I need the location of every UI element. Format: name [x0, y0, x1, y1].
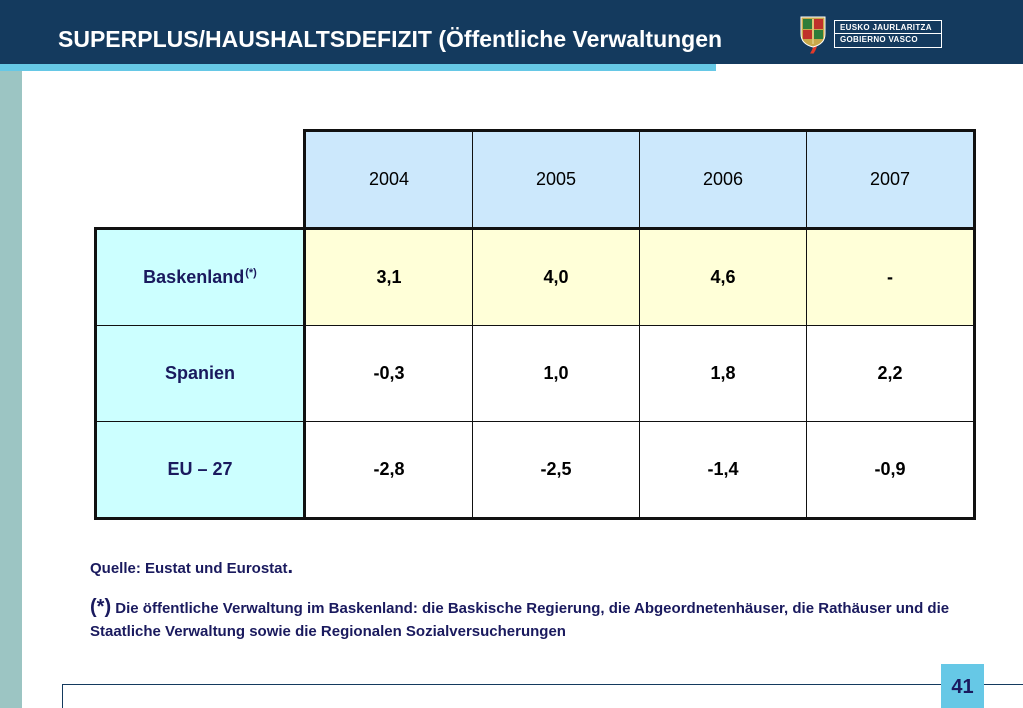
table-cell: 3,1: [303, 227, 473, 326]
table-row: EU – 27 -2,8 -2,5 -1,4 -0,9: [94, 421, 976, 520]
year-header-2004: 2004: [304, 129, 473, 229]
page-number: 41: [951, 676, 974, 698]
table-cell: -1,4: [639, 421, 807, 520]
table-row: Spanien -0,3 1,0 1,8 2,2: [94, 325, 976, 422]
basque-government-seal-icon: [800, 16, 826, 48]
row-label-spanien: Spanien: [94, 325, 305, 422]
table-cell: -0,9: [806, 421, 976, 520]
table-cell: 2,2: [806, 325, 976, 422]
year-header-2007: 2007: [806, 129, 976, 229]
table-cell: 1,8: [639, 325, 807, 422]
government-logo: EUSKO JAURLARITZA GOBIERNO VASCO: [834, 20, 942, 48]
table-cell: -: [806, 227, 976, 326]
row-label-baskenland: Baskenland(*): [94, 227, 305, 326]
footnote-mark: (*): [90, 596, 112, 618]
slide-title: SUPERPLUS/HAUSHALTSDEFIZIT (Öffentliche …: [58, 26, 723, 52]
header-bar: [0, 0, 1023, 64]
header-accent-stripe: [0, 64, 716, 71]
footnote-text: Die öffentliche Verwaltung im Baskenland…: [90, 600, 950, 640]
source-dot: .: [287, 556, 294, 578]
table-cell: -0,3: [303, 325, 473, 422]
logo-line-1: EUSKO JAURLARITZA: [840, 23, 932, 32]
logo-divider: [835, 33, 941, 34]
table-cell: 4,0: [472, 227, 640, 326]
footnote-reference: (*): [245, 267, 257, 279]
source-note: Quelle: Eustat und Eurostat.: [90, 556, 293, 579]
footer-rule-tick: [62, 684, 63, 708]
table-cell: 4,6: [639, 227, 807, 326]
logo-line-2: GOBIERNO VASCO: [840, 35, 918, 44]
page-number-box: 41: [941, 664, 984, 708]
year-header-2005: 2005: [472, 129, 640, 229]
deficit-table: 2004 2005 2006 2007 Baskenland(*) 3,1 4,…: [94, 129, 976, 520]
table-corner: [95, 130, 306, 230]
row-label-text: Baskenland: [143, 267, 245, 287]
left-side-bar: [0, 71, 22, 708]
footnote: (*) Die öffentliche Verwaltung im Basken…: [90, 596, 985, 643]
table-cell: -2,5: [472, 421, 640, 520]
table-header-row: 2004 2005 2006 2007: [95, 129, 976, 230]
year-header-2006: 2006: [639, 129, 807, 229]
table-cell: -2,8: [303, 421, 473, 520]
source-text: Quelle: Eustat und Eurostat: [90, 560, 288, 577]
footer-rule: [62, 684, 1023, 685]
table-row: Baskenland(*) 3,1 4,0 4,6 -: [94, 227, 976, 326]
table-cell: 1,0: [472, 325, 640, 422]
row-label-eu27: EU – 27: [94, 421, 305, 520]
